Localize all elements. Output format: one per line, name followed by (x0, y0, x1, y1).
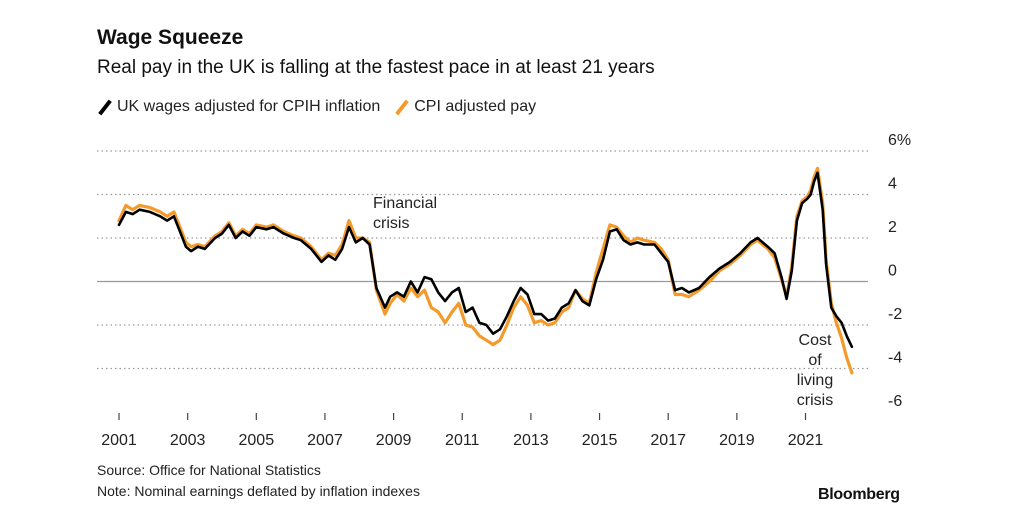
chart-subtitle: Real pay in the UK is falling at the fas… (97, 57, 655, 78)
x-tick-label: 2017 (650, 432, 686, 449)
legend-item-cpi: CPI adjusted pay (394, 98, 536, 116)
x-tick-label: 2013 (513, 432, 549, 449)
y-tick-label: -6 (888, 393, 902, 410)
x-tick-label: 2019 (719, 432, 755, 449)
y-tick-label: 4 (888, 176, 897, 193)
chart-title: Wage Squeeze (97, 26, 244, 49)
y-tick-label: 0 (888, 263, 897, 280)
annotation-cost-of-living-crisis: Cost (799, 332, 832, 349)
annotation-cost-of-living-crisis: crisis (797, 392, 833, 409)
x-tick-label: 2021 (788, 432, 824, 449)
legend-item-cpih: UK wages adjusted for CPIH inflation (97, 98, 380, 116)
x-tick-label: 2001 (101, 432, 137, 449)
source-note: Source: Office for National Statistics (97, 462, 321, 478)
annotation-financial-crisis: Financial (373, 195, 437, 212)
x-tick-label: 2011 (445, 432, 480, 449)
annotation-financial-crisis: crisis (373, 215, 409, 232)
annotation-cost-of-living-crisis: living (797, 372, 833, 389)
series-line-cpi (117, 166, 854, 375)
annotation-cost-of-living-crisis: of (808, 352, 822, 369)
y-tick-label: -4 (888, 350, 902, 367)
legend-label-cpih: UK wages adjusted for CPIH inflation (117, 98, 381, 115)
y-tick-label: -2 (888, 306, 902, 323)
chart-legend: UK wages adjusted for CPIH inflation CPI… (97, 98, 550, 116)
grid-lines (97, 150, 868, 370)
x-tick-label: 2009 (376, 432, 412, 449)
series-line-cpih (117, 171, 854, 349)
x-tick-label: 2015 (582, 432, 618, 449)
x-tick-label: 2003 (170, 432, 206, 449)
bloomberg-logo: Bloomberg (818, 486, 900, 503)
legend-label-cpi: CPI adjusted pay (414, 98, 537, 115)
y-tick-label: 2 (888, 219, 897, 236)
x-tick-label: 2005 (239, 432, 275, 449)
x-tick-label: 2007 (307, 432, 343, 449)
series-lines (117, 166, 854, 375)
y-tick-label: 6% (888, 132, 911, 149)
footnote: Note: Nominal earnings deflated by infla… (97, 483, 420, 499)
x-axis-ticks: 2001 2003 2005 2007 2009 2011 2013 2015 2017 2019… (101, 413, 823, 449)
annotations: Financial crisis Cost of living crisis (373, 195, 833, 409)
y-axis-ticks: 6% 4 2 0 -2 -4 -6 (888, 132, 911, 410)
